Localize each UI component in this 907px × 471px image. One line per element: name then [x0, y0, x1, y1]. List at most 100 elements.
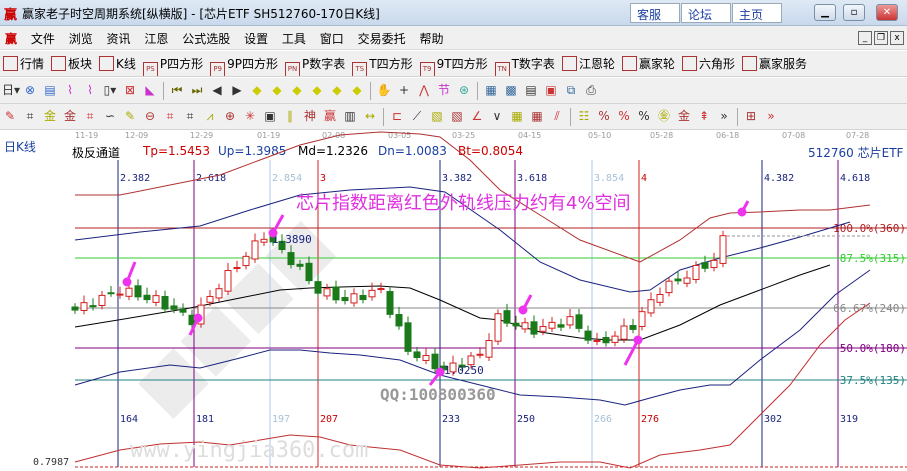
- toolbar-target-icon-button[interactable]: 江恩轮: [559, 55, 619, 72]
- calendar-icon[interactable]: ▦: [485, 83, 497, 97]
- draw-tool-20-icon[interactable]: ⊏: [391, 109, 403, 123]
- menu-help[interactable]: 帮助: [419, 32, 444, 46]
- draw-tool-2-icon[interactable]: 金: [43, 109, 56, 123]
- menu-file[interactable]: 文件: [30, 32, 55, 46]
- text-icon[interactable]: 节: [437, 83, 450, 97]
- draw-tool-15-icon[interactable]: 神: [303, 109, 316, 123]
- draw-tool-13-icon[interactable]: ▣: [264, 109, 276, 123]
- draw-tool-27-icon[interactable]: ▦: [531, 109, 543, 123]
- toolbar-p9-button[interactable]: P9 9P四方形: [207, 55, 282, 76]
- zoom-h-icon[interactable]: ◆: [292, 83, 302, 97]
- draw-tool-10-icon[interactable]: ⩘: [206, 109, 214, 123]
- draw-tool-37-icon[interactable]: »: [720, 109, 728, 123]
- right-icon[interactable]: ▶: [232, 83, 242, 97]
- calc-icon[interactable]: ⊛: [458, 83, 470, 97]
- menu-settings[interactable]: 设置: [244, 32, 269, 46]
- draw-tool-22-icon[interactable]: ▧: [431, 109, 443, 123]
- toolbar-hexagon-icon-button[interactable]: 六角形: [679, 55, 739, 72]
- save-icon[interactable]: ▣: [545, 83, 557, 97]
- calculator-icon[interactable]: ▩: [505, 83, 517, 97]
- draw-tool-7-icon[interactable]: ⊖: [144, 109, 156, 123]
- draw-tool-0-icon[interactable]: ✎: [4, 109, 16, 123]
- toolbar-tn-button[interactable]: TN T数字表: [492, 55, 559, 76]
- mdi-minimize-button[interactable]: _: [858, 31, 872, 45]
- toolbar-blocks-icon-button[interactable]: 板块: [48, 55, 96, 72]
- indicator-icon[interactable]: ⊗: [24, 83, 36, 97]
- draw-tool-32-icon[interactable]: %: [618, 109, 630, 123]
- draw-tool-11-icon[interactable]: ⊕: [224, 109, 236, 123]
- draw-tool-5-icon[interactable]: ∽: [104, 109, 116, 123]
- draw-tool-17-icon[interactable]: ▥: [344, 109, 356, 123]
- chart2-icon[interactable]: ⌇: [87, 83, 93, 97]
- draw-tool-26-icon[interactable]: ▦: [511, 109, 523, 123]
- candle-button[interactable]: ▯▾: [103, 83, 117, 97]
- toolbar-t9-button[interactable]: T9 9T四方形: [417, 55, 492, 76]
- minimize-button[interactable]: ▁: [814, 4, 836, 21]
- last-icon[interactable]: ⏭: [191, 83, 203, 97]
- hand-icon[interactable]: ✋: [376, 83, 392, 97]
- draw-tool-36-icon[interactable]: ⇞: [698, 109, 710, 123]
- draw-tool-18-icon[interactable]: ↔: [364, 109, 376, 123]
- draw-tool-35-icon[interactable]: 金: [677, 109, 690, 123]
- draw-tool-24-icon[interactable]: ∠: [471, 109, 483, 123]
- draw-tool-12-icon[interactable]: ✳: [244, 109, 256, 123]
- zoom-out-icon[interactable]: ◆: [332, 83, 342, 97]
- draw-tool-4-icon[interactable]: ⌗: [86, 109, 94, 123]
- draw-tool-3-icon[interactable]: 金: [63, 109, 76, 123]
- toolbar-ts-button[interactable]: TS T四方形: [349, 55, 416, 76]
- menu-browse[interactable]: 浏览: [68, 32, 93, 46]
- draw-tool-31-icon[interactable]: %: [598, 109, 610, 123]
- swap-icon[interactable]: ⊠: [124, 83, 136, 97]
- draw-tool-39-icon[interactable]: ⊞: [745, 109, 757, 123]
- zoom-v-icon[interactable]: ◆: [352, 83, 362, 97]
- line-icon[interactable]: ⋀: [419, 83, 429, 97]
- draw-tool-16-icon[interactable]: 赢: [323, 109, 336, 123]
- menu-formula[interactable]: 公式选股: [182, 32, 231, 46]
- menu-trade[interactable]: 交易委托: [357, 32, 406, 46]
- toolbar-grid-icon-button[interactable]: 行情: [0, 55, 48, 72]
- draw-tool-28-icon[interactable]: ⫽: [554, 109, 560, 123]
- service-link[interactable]: 客服: [630, 3, 680, 23]
- draw-tool-8-icon[interactable]: ⌗: [166, 109, 174, 123]
- draw-tool-30-icon[interactable]: ☷: [578, 109, 590, 123]
- report-icon[interactable]: ▤: [525, 83, 537, 97]
- zoom-right-icon[interactable]: ◆: [272, 83, 282, 97]
- mdi-close-button[interactable]: x: [890, 31, 904, 45]
- flag-icon[interactable]: ◣: [145, 83, 155, 97]
- zoom-in-icon[interactable]: ◆: [312, 83, 322, 97]
- menu-info[interactable]: 资讯: [106, 32, 131, 46]
- doc-icon[interactable]: ▤: [44, 83, 56, 97]
- draw-tool-1-icon[interactable]: ⌗: [26, 109, 34, 123]
- toolbar-kline-icon-button[interactable]: K线: [96, 55, 140, 72]
- toolbar-pn-button[interactable]: PN P数字表: [282, 55, 349, 76]
- draw-tool-25-icon[interactable]: ∨: [492, 109, 502, 123]
- draw-tool-23-icon[interactable]: ▧: [451, 109, 463, 123]
- copy-icon[interactable]: ⧉: [566, 83, 576, 97]
- draw-tool-34-icon[interactable]: ㊎: [657, 109, 670, 123]
- left-icon[interactable]: ◀: [212, 83, 222, 97]
- draw-tool-9-icon[interactable]: ⌗: [186, 109, 194, 123]
- draw-tool-6-icon[interactable]: ✎: [124, 109, 136, 123]
- mdi-restore-button[interactable]: ❐: [874, 31, 888, 45]
- toolbar-dollar-icon-button[interactable]: 赢家服务: [739, 55, 811, 72]
- crosshair-icon[interactable]: +: [398, 83, 410, 97]
- close-button[interactable]: ✕: [876, 4, 898, 21]
- toolbar-ps-button[interactable]: PS P四方形: [140, 55, 207, 76]
- menu-tools[interactable]: 工具: [281, 32, 306, 46]
- forum-link[interactable]: 论坛: [681, 3, 731, 23]
- zoom-left-icon[interactable]: ◆: [252, 83, 262, 97]
- maximize-button[interactable]: ▫: [843, 4, 865, 21]
- chart-icon[interactable]: ⌇: [67, 83, 73, 97]
- period-button[interactable]: 日▾: [2, 83, 21, 97]
- first-icon[interactable]: ⏮: [171, 83, 183, 97]
- toolbar-wheel-icon-button[interactable]: 赢家轮: [619, 55, 679, 72]
- draw-tool-33-icon[interactable]: %: [638, 109, 650, 123]
- draw-tool-21-icon[interactable]: ⟋: [412, 109, 422, 123]
- print-icon[interactable]: ⎙: [586, 83, 596, 97]
- draw-tool-40-icon[interactable]: »: [767, 109, 775, 123]
- menu-gann[interactable]: 江恩: [144, 32, 169, 46]
- home-link[interactable]: 主页: [732, 3, 782, 23]
- draw-tool-14-icon[interactable]: ∥: [287, 109, 293, 123]
- menu-window[interactable]: 窗口: [319, 32, 344, 46]
